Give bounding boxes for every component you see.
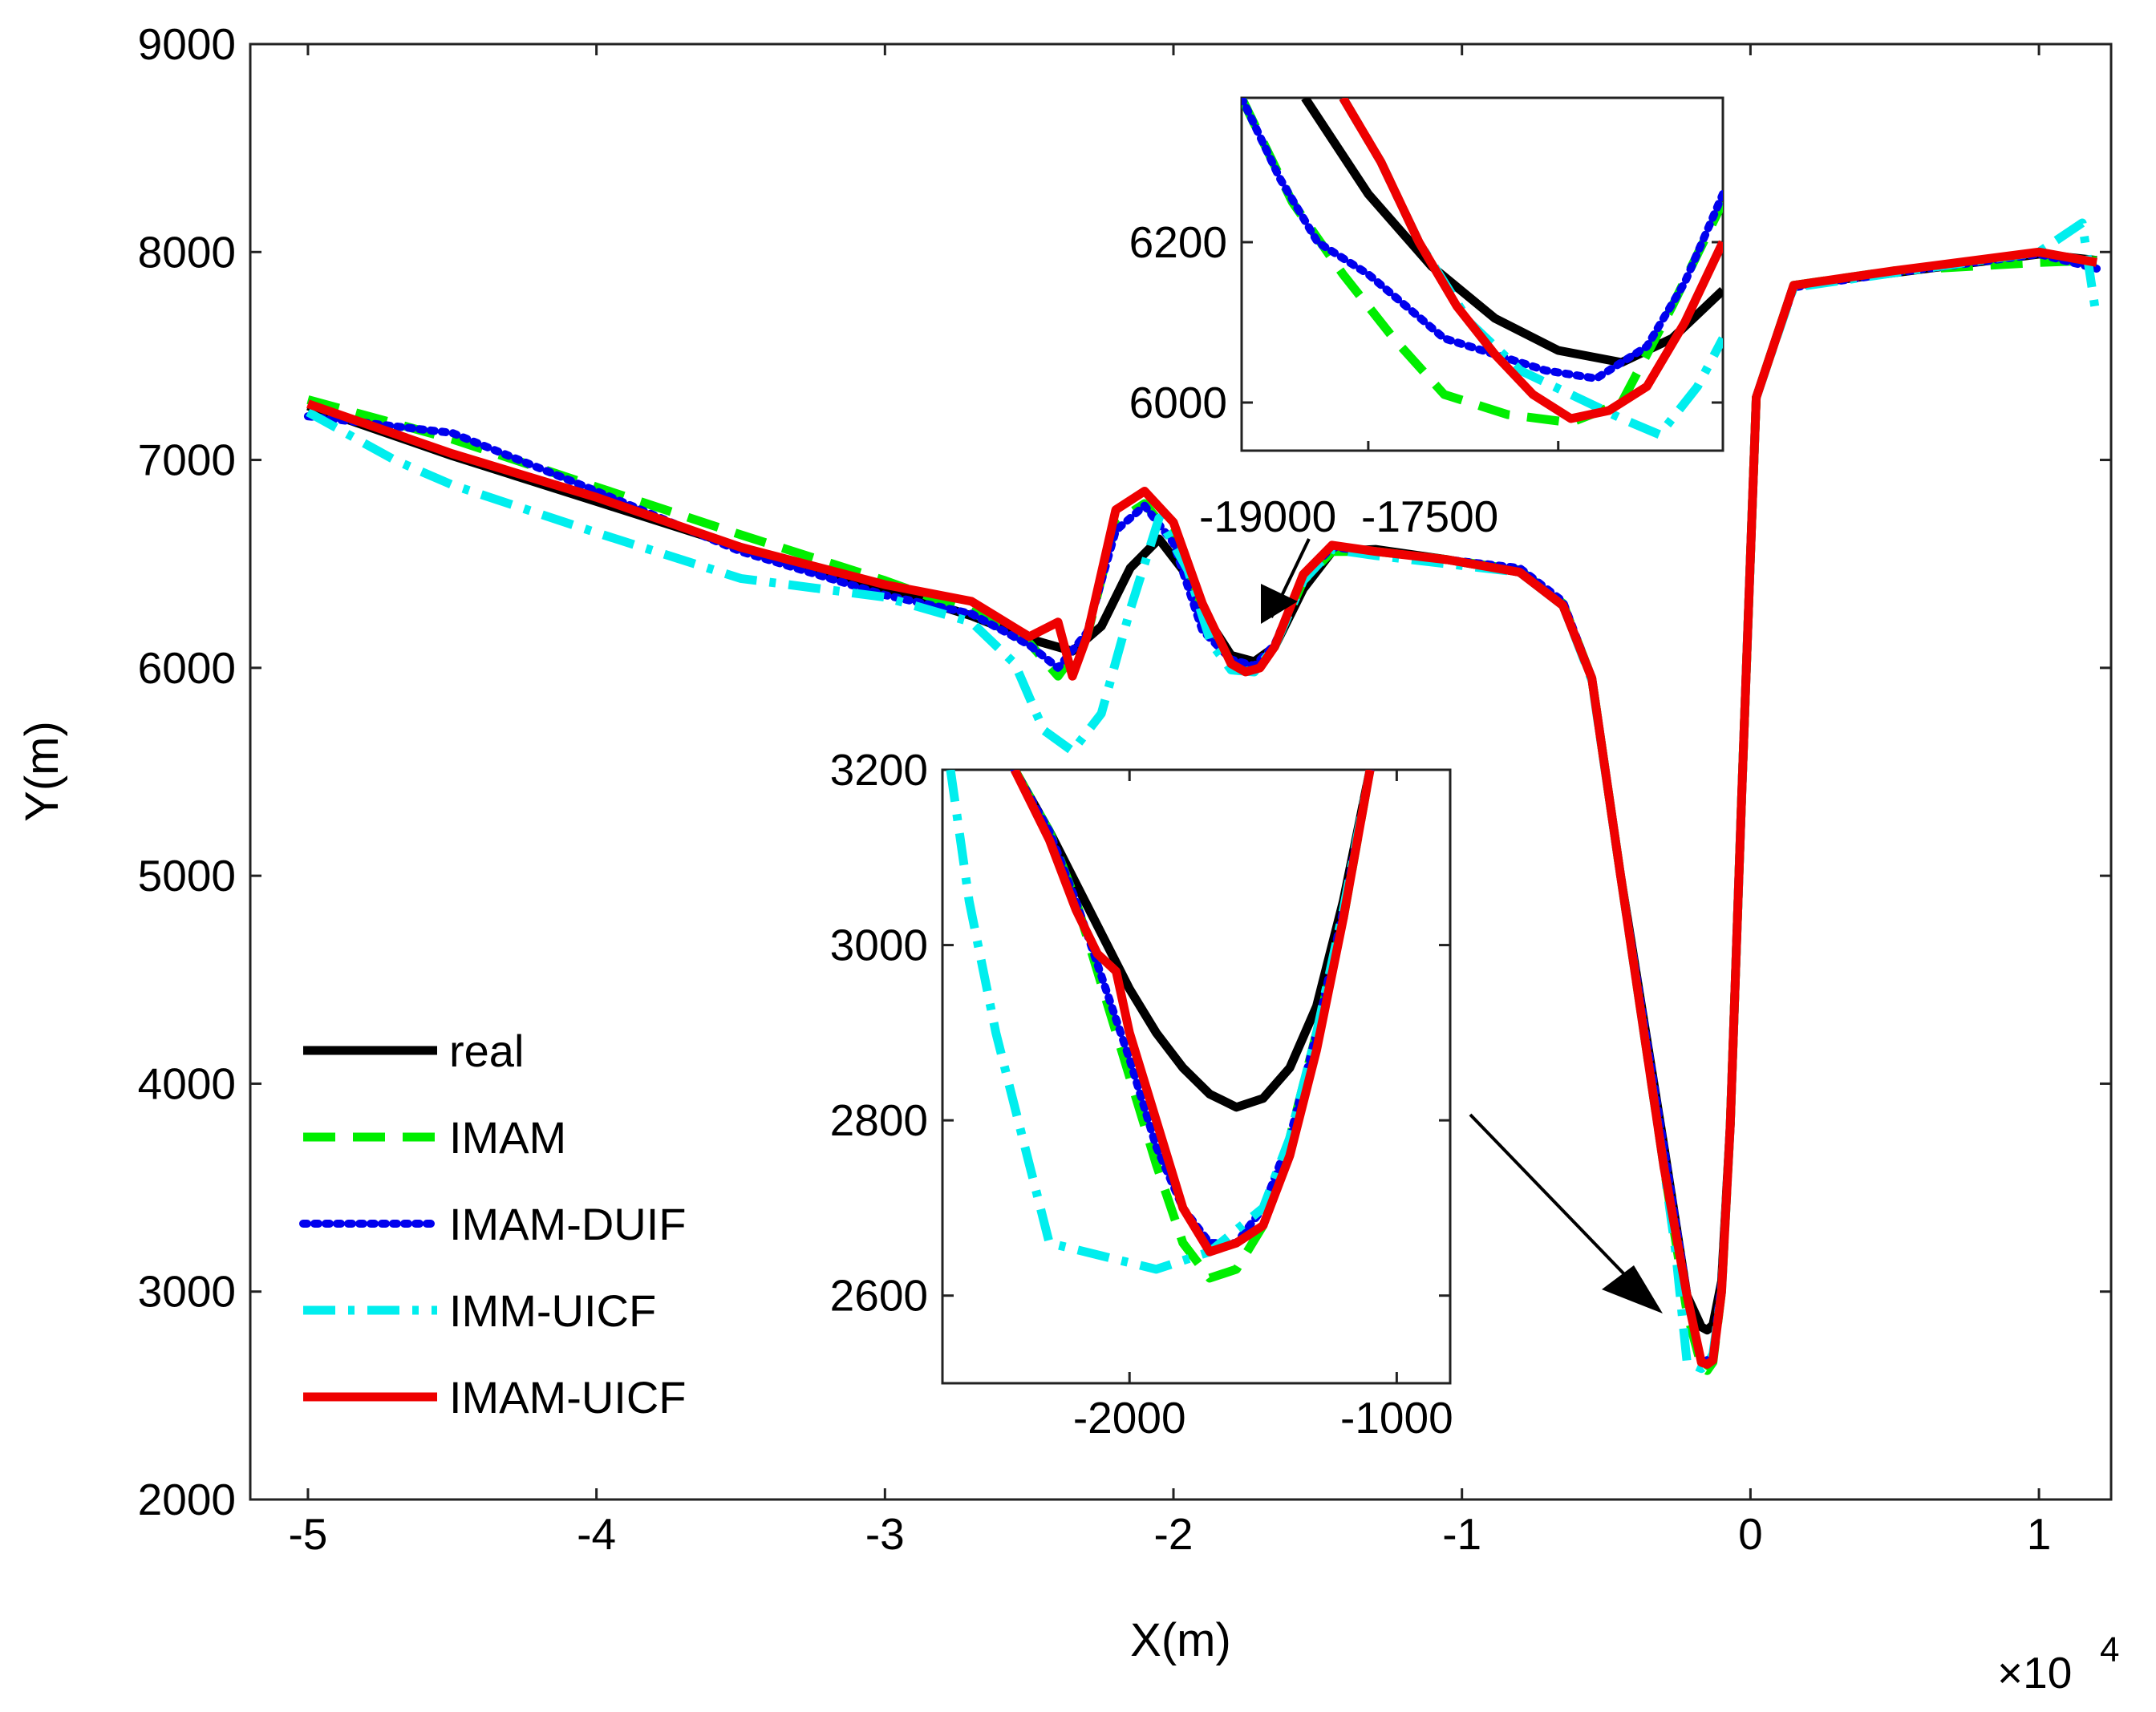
inset-bottom-ytick-label: 3200 [830, 745, 928, 795]
main-xtick-label: -2 [1154, 1509, 1194, 1559]
inset-bottom-ytick-label: 2600 [830, 1271, 928, 1321]
main-ytick-label: 8000 [138, 227, 236, 277]
main-xtick-label: -4 [577, 1509, 616, 1559]
main-ytick-label: 4000 [138, 1058, 236, 1108]
main-series [303, 218, 2101, 1375]
inset-bottom-ytick-label: 3000 [830, 921, 928, 970]
main-ytick-label: 7000 [138, 435, 236, 485]
series-imam-uicf [1011, 770, 1375, 1257]
inset-bottom-xtick-label: -2000 [1073, 1393, 1186, 1443]
inset-bottom-ytick-label: 2800 [830, 1095, 928, 1145]
main-ytick-label: 3000 [138, 1267, 236, 1317]
x-exponent-base: ×10 [1997, 1648, 2072, 1698]
inset-bottom-tick-labels: -2000 -1000 2600 2800 3000 3200 [830, 745, 1453, 1443]
annotation-x-17500: -17500 [1361, 492, 1498, 541]
inset-top-frame [1240, 96, 1724, 452]
legend-label-imam: IMAM [449, 1112, 566, 1163]
legend-label-imm-uicf: IMM-UICF [449, 1285, 656, 1336]
main-xtick-label: 0 [1738, 1509, 1763, 1559]
series-imam-uicf [1339, 98, 1723, 423]
main-ytick-label: 2000 [138, 1475, 236, 1524]
main-tick-labels: -5 -4 -3 -2 -1 0 1 2000 3000 4000 5000 6000 7000 8000… [138, 19, 2052, 1559]
main-xtick-label: 1 [2027, 1509, 2052, 1559]
series-real [1301, 98, 1723, 367]
inset-bottom-xtick-label: -1000 [1340, 1393, 1453, 1443]
legend-label-imam-duif: IMAM-DUIF [449, 1199, 687, 1249]
legend: real IMAM IMAM-DUIF IMM-UICF IMAM-UICF [299, 1026, 687, 1423]
main-ticks [250, 42, 2111, 1501]
inset-top-series [1242, 98, 1723, 439]
main-xtick-label: -3 [865, 1509, 905, 1559]
annotation-arrow-bottom [1469, 1113, 1663, 1313]
series-imam-duif [1242, 98, 1723, 382]
inset-bottom-series [946, 770, 1375, 1283]
annotation-x-19000: -19000 [1199, 492, 1336, 541]
inset-top-tick-labels: 6000 6200 [1129, 217, 1227, 427]
y-axis-label: Y(m) [16, 721, 68, 822]
main-xtick-label: -1 [1442, 1509, 1481, 1559]
main-xtick-label: -5 [288, 1509, 327, 1559]
legend-label-real: real [449, 1026, 524, 1076]
inset-bottom-plot: -2000 -1000 2600 2800 3000 3200 [830, 745, 1453, 1443]
legend-label-imam-uicf: IMAM-UICF [449, 1372, 687, 1423]
main-ytick-label: 5000 [138, 851, 236, 901]
main-ytick-label: 9000 [138, 19, 236, 69]
series-real [1011, 770, 1375, 1112]
inset-top-ytick-label: 6200 [1129, 217, 1227, 267]
x-exponent-power: 4 [2100, 1630, 2119, 1670]
series-imam-uicf [306, 247, 2097, 1369]
x-axis-label: X(m) [1130, 1614, 1231, 1666]
inset-top-plot: 6000 6200 [1129, 96, 1724, 452]
inset-top-ytick-label: 6000 [1129, 378, 1227, 427]
annotation-arrow-top [1261, 538, 1311, 624]
main-ytick-label: 6000 [138, 643, 236, 693]
